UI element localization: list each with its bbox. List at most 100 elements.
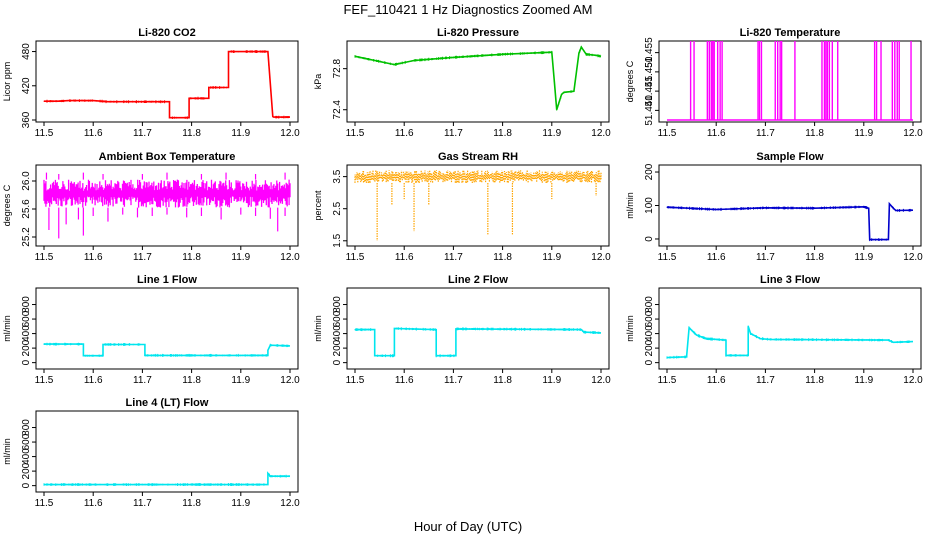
x-tick-label: 11.5 — [35, 252, 54, 263]
x-tick-label: 11.6 — [395, 252, 414, 263]
series-line — [666, 326, 914, 359]
y-tick-label: 100 — [644, 197, 655, 214]
panel-7: Line 1 Flow ml/min 11.5 11.6 11.7 11.8 11.9 12.… — [2, 274, 300, 386]
series-line — [44, 343, 291, 357]
panel-4: Ambient Box Temperature degrees C 11.5 11.6… — [2, 151, 300, 263]
x-tick-label: 11.5 — [346, 375, 365, 386]
panel-title: Li-820 Temperature — [740, 27, 841, 39]
series-group — [43, 471, 290, 487]
plot-frame — [658, 40, 922, 123]
x-tick-label: 11.6 — [84, 252, 103, 263]
x-tick-label: 11.5 — [35, 128, 54, 139]
x-tick-label: 11.9 — [542, 375, 561, 386]
y-tick-label: 800 — [332, 296, 343, 313]
x-tick-label: 11.7 — [444, 375, 463, 386]
panel-1: Li-820 CO2 Licor ppm 11.5 11.6 11.7 11.8 11.9 1… — [2, 27, 300, 139]
panel-2: Li-820 Pressure kPa 11.5 11.6 11.7 11.8 11.9 12… — [313, 27, 611, 139]
plot-frame — [346, 287, 610, 370]
panel-title: Li-820 Pressure — [437, 27, 519, 39]
x-tick-label: 11.9 — [231, 128, 250, 139]
y-axis-label: ml/min — [313, 315, 323, 342]
series-group — [667, 41, 913, 121]
x-tick-label: 11.7 — [133, 375, 152, 386]
y-tick-label: 800 — [21, 419, 32, 436]
x-tick-label: 12.0 — [903, 375, 923, 386]
panel-title: Sample Flow — [756, 151, 824, 163]
x-tick-label: 12.0 — [280, 128, 300, 139]
series-group — [43, 50, 290, 120]
y-tick-label: 600 — [644, 310, 655, 327]
y-tick-label: 51.440 — [644, 95, 655, 126]
y-tick-label: 200 — [332, 339, 343, 356]
x-tick-label: 12.0 — [280, 498, 300, 509]
plot-frame — [658, 287, 922, 370]
panel-title: Line 3 Flow — [760, 274, 820, 286]
x-tick-label: 11.7 — [756, 128, 775, 139]
series-line — [44, 50, 290, 119]
y-axis-label: degrees C — [2, 184, 12, 226]
x-tick-label: 11.7 — [444, 252, 463, 263]
x-tick-label: 11.6 — [707, 375, 726, 386]
x-tick-label: 11.5 — [35, 498, 54, 509]
panels: Li-820 CO2 Licor ppm 11.5 11.6 11.7 11.8 11.9 1… — [2, 27, 923, 509]
x-tick-label: 11.5 — [346, 128, 365, 139]
y-tick-label: 26.0 — [21, 171, 32, 191]
y-tick-label: 420 — [21, 77, 32, 94]
panel-5: Gas Stream RH percent 11.5 11.6 11.7 11.8 11.9… — [313, 151, 611, 263]
y-axis-label: Licor ppm — [2, 62, 12, 102]
y-tick-label: 25.6 — [21, 199, 32, 219]
x-tick-label: 11.7 — [756, 375, 775, 386]
y-tick-label: 72.8 — [332, 58, 343, 78]
x-tick-label: 12.0 — [591, 375, 611, 386]
series-group — [43, 172, 291, 239]
x-tick-label: 11.7 — [756, 252, 775, 263]
y-tick-label: 480 — [21, 43, 32, 60]
y-axis-label: kPa — [313, 74, 323, 90]
y-tick-label: 400 — [21, 448, 32, 465]
y-tick-label: 3.5 — [332, 169, 343, 183]
plot-frame — [35, 40, 299, 123]
y-tick-label: 800 — [644, 296, 655, 313]
panel-title: Line 4 (LT) Flow — [126, 397, 209, 409]
y-tick-label: 400 — [644, 325, 655, 342]
x-tick-label: 11.8 — [493, 375, 512, 386]
x-tick-label: 11.8 — [182, 375, 201, 386]
panel-title: Line 2 Flow — [448, 274, 508, 286]
x-tick-label: 11.8 — [493, 252, 512, 263]
x-tick-label: 11.8 — [182, 252, 201, 263]
y-tick-label: 0 — [644, 236, 655, 242]
panel-title: Line 1 Flow — [137, 274, 197, 286]
series-noise — [354, 327, 601, 358]
x-tick-label: 11.9 — [542, 252, 561, 263]
y-tick-label: 400 — [21, 325, 32, 342]
y-tick-label: 0 — [21, 482, 32, 488]
x-tick-label: 11.7 — [444, 128, 463, 139]
panel-title: Ambient Box Temperature — [99, 151, 236, 163]
x-tick-label: 11.8 — [493, 128, 512, 139]
plot-frame — [35, 164, 299, 247]
y-tick-label: 2.5 — [332, 201, 343, 215]
panel-9: Line 3 Flow ml/min 11.5 11.6 11.7 11.8 11.9 12.… — [625, 274, 923, 386]
series-group — [666, 325, 914, 359]
x-tick-label: 12.0 — [903, 252, 923, 263]
series-group — [666, 201, 914, 242]
x-tick-label: 11.8 — [805, 375, 824, 386]
x-tick-label: 11.6 — [84, 498, 103, 509]
x-tick-label: 11.8 — [805, 128, 824, 139]
y-axis-label: ml/min — [2, 438, 12, 465]
y-tick-label: 200 — [644, 163, 655, 180]
x-tick-label: 11.9 — [231, 498, 250, 509]
y-tick-label: 51.445 — [644, 75, 655, 106]
x-tick-label: 11.9 — [231, 375, 250, 386]
panel-6: Sample Flow ml/min 11.5 11.6 11.7 11.8 11.9 12.… — [625, 151, 923, 263]
y-tick-label: 600 — [332, 310, 343, 327]
x-tick-label: 11.8 — [182, 498, 201, 509]
x-tick-label: 12.0 — [280, 252, 300, 263]
y-axis-label: ml/min — [2, 315, 12, 342]
y-tick-label: 360 — [21, 111, 32, 128]
x-tick-label: 11.9 — [854, 252, 873, 263]
panel-title: Li-820 CO2 — [138, 27, 195, 39]
y-tick-label: 51.450 — [644, 56, 655, 87]
series-group — [354, 45, 602, 111]
y-tick-label: 72.4 — [332, 100, 343, 120]
